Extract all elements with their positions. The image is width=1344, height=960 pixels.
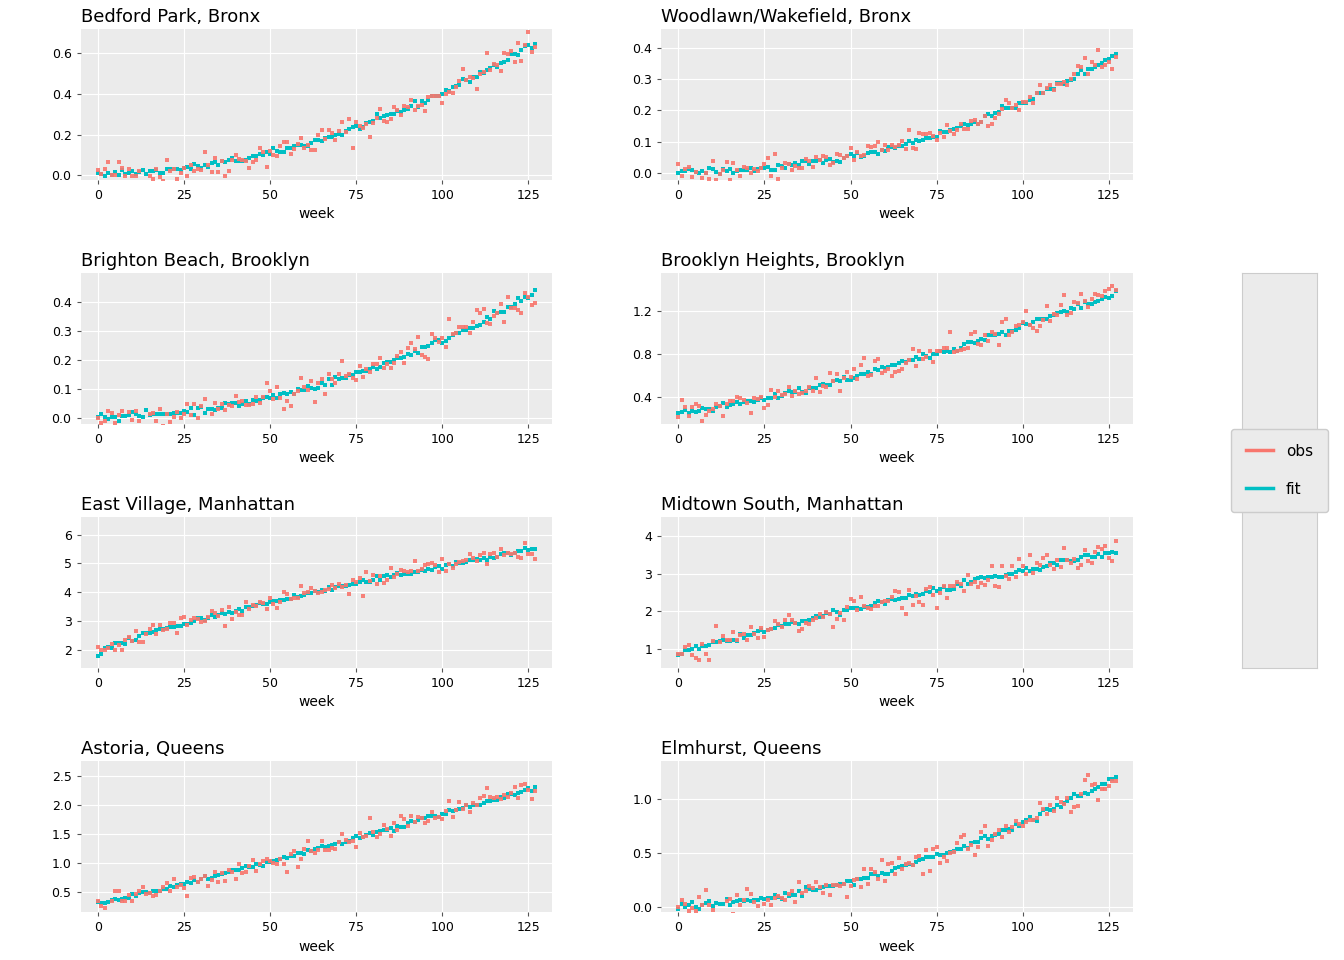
X-axis label: week: week xyxy=(879,451,915,466)
Text: Astoria, Queens: Astoria, Queens xyxy=(81,740,224,758)
X-axis label: week: week xyxy=(298,451,335,466)
Text: East Village, Manhattan: East Village, Manhattan xyxy=(81,496,294,515)
X-axis label: week: week xyxy=(298,940,335,953)
X-axis label: week: week xyxy=(879,695,915,709)
X-axis label: week: week xyxy=(298,207,335,221)
X-axis label: week: week xyxy=(298,695,335,709)
Legend: obs, fit: obs, fit xyxy=(1231,428,1328,513)
Text: Midtown South, Manhattan: Midtown South, Manhattan xyxy=(661,496,903,515)
X-axis label: week: week xyxy=(879,940,915,953)
Text: Brighton Beach, Brooklyn: Brighton Beach, Brooklyn xyxy=(81,252,309,270)
X-axis label: week: week xyxy=(879,207,915,221)
Text: Woodlawn/Wakefield, Bronx: Woodlawn/Wakefield, Bronx xyxy=(661,8,911,26)
Text: Bedford Park, Bronx: Bedford Park, Bronx xyxy=(81,8,259,26)
Text: Brooklyn Heights, Brooklyn: Brooklyn Heights, Brooklyn xyxy=(661,252,905,270)
Text: Elmhurst, Queens: Elmhurst, Queens xyxy=(661,740,821,758)
